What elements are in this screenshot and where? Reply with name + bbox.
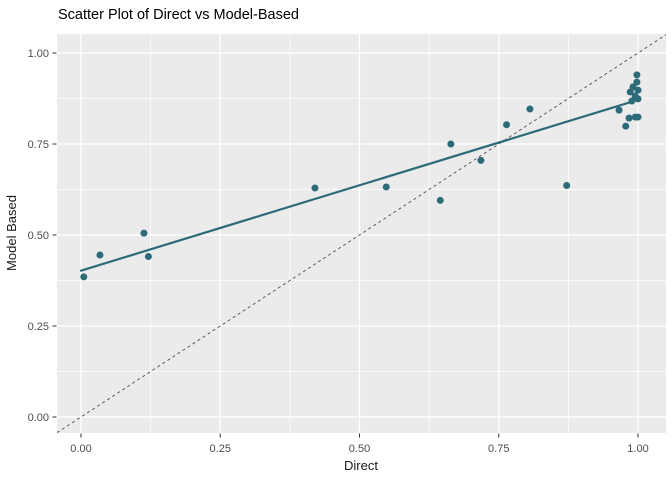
y-tick-label: 0.00 (28, 412, 49, 424)
scatter-point (526, 105, 534, 113)
y-axis-title: Model Based (4, 195, 19, 271)
scatter-point (622, 122, 630, 130)
scatter-point (626, 88, 634, 96)
scatter-point (628, 97, 636, 105)
scatter-point (615, 106, 623, 114)
scatter-point (625, 114, 633, 122)
identity-dashed-line (56, 34, 667, 434)
scatter-point (633, 78, 641, 86)
scatter-point (634, 95, 642, 103)
x-tick-label: 1.00 (627, 443, 648, 455)
trend-line (79, 99, 636, 272)
x-tick-label: 0.75 (488, 443, 509, 455)
scatter-point (634, 86, 642, 94)
axes-layer: 0.00 0.25 0.50 0.75 1.00 0.00 0.25 0.50 0.75 1.00 (28, 48, 649, 455)
scatter-point (140, 229, 148, 237)
scatter-point (629, 83, 637, 91)
scatter-point (503, 121, 511, 129)
scatter-point (80, 273, 88, 281)
scatter-point (633, 71, 641, 79)
scatter-point (311, 184, 319, 192)
scatter-point (634, 113, 642, 121)
chart-title: Scatter Plot of Direct vs Model-Based (58, 7, 299, 23)
scatter-point (436, 196, 444, 204)
reference-lines-layer (56, 34, 667, 434)
y-tick-label: 0.25 (28, 321, 49, 333)
scatter-point (477, 156, 485, 164)
x-tick-label: 0.00 (70, 443, 91, 455)
scatter-point (563, 181, 571, 189)
scatter-point (144, 252, 152, 260)
data-points-layer (80, 71, 642, 281)
scatter-point (96, 251, 104, 259)
x-axis-title: Direct (344, 458, 378, 473)
x-tick-label: 0.25 (210, 443, 231, 455)
scatter-point (382, 183, 390, 191)
gridlines-layer (57, 34, 666, 433)
y-tick-label: 0.50 (28, 230, 49, 242)
x-tick-label: 0.50 (349, 443, 370, 455)
y-tick-label: 1.00 (28, 48, 49, 60)
scatter-point (447, 140, 455, 148)
y-tick-label: 0.75 (28, 139, 49, 151)
